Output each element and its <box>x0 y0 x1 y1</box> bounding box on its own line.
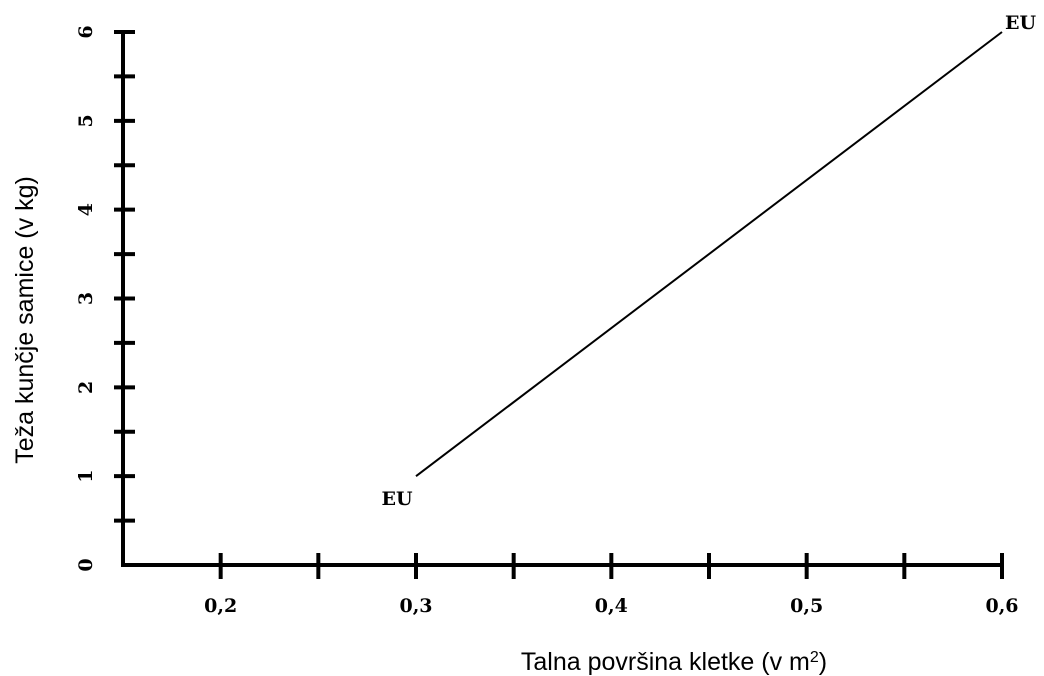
x-tick-label: 0,4 <box>595 595 628 617</box>
line-start-label: EU <box>381 488 412 510</box>
x-axis-title-end: ) <box>819 648 827 676</box>
y-tick-label: 6 <box>75 25 97 38</box>
y-tick-label: 4 <box>75 203 97 216</box>
x-axis-title-text: Talna površina kletke (v m <box>521 648 810 676</box>
y-tick-label: 1 <box>75 470 97 483</box>
x-tick-label: 0,5 <box>790 595 823 617</box>
series-group: EU EU <box>381 12 1036 510</box>
y-tick-labels: 0 1 2 3 4 5 6 <box>75 25 97 571</box>
y-tick-label: 2 <box>75 381 97 394</box>
x-axis-title-superscript: 2 <box>810 649 819 666</box>
series-line <box>415 31 1003 477</box>
y-axis-title: Teža kunčje samice (v kg) <box>11 176 39 464</box>
y-tick-label: 3 <box>75 292 97 305</box>
y-tick-label: 0 <box>75 558 97 571</box>
x-tick-label: 0,2 <box>204 595 237 617</box>
x-tick-labels: 0,2 0,3 0,4 0,5 0,6 <box>204 595 1018 617</box>
x-tick-label: 0,3 <box>399 595 432 617</box>
line-end-label: EU <box>1005 12 1036 34</box>
y-tick-label: 5 <box>75 114 97 127</box>
x-tick-label: 0,6 <box>985 595 1018 617</box>
x-axis-title: Talna površina kletke (v m2) <box>521 648 827 676</box>
